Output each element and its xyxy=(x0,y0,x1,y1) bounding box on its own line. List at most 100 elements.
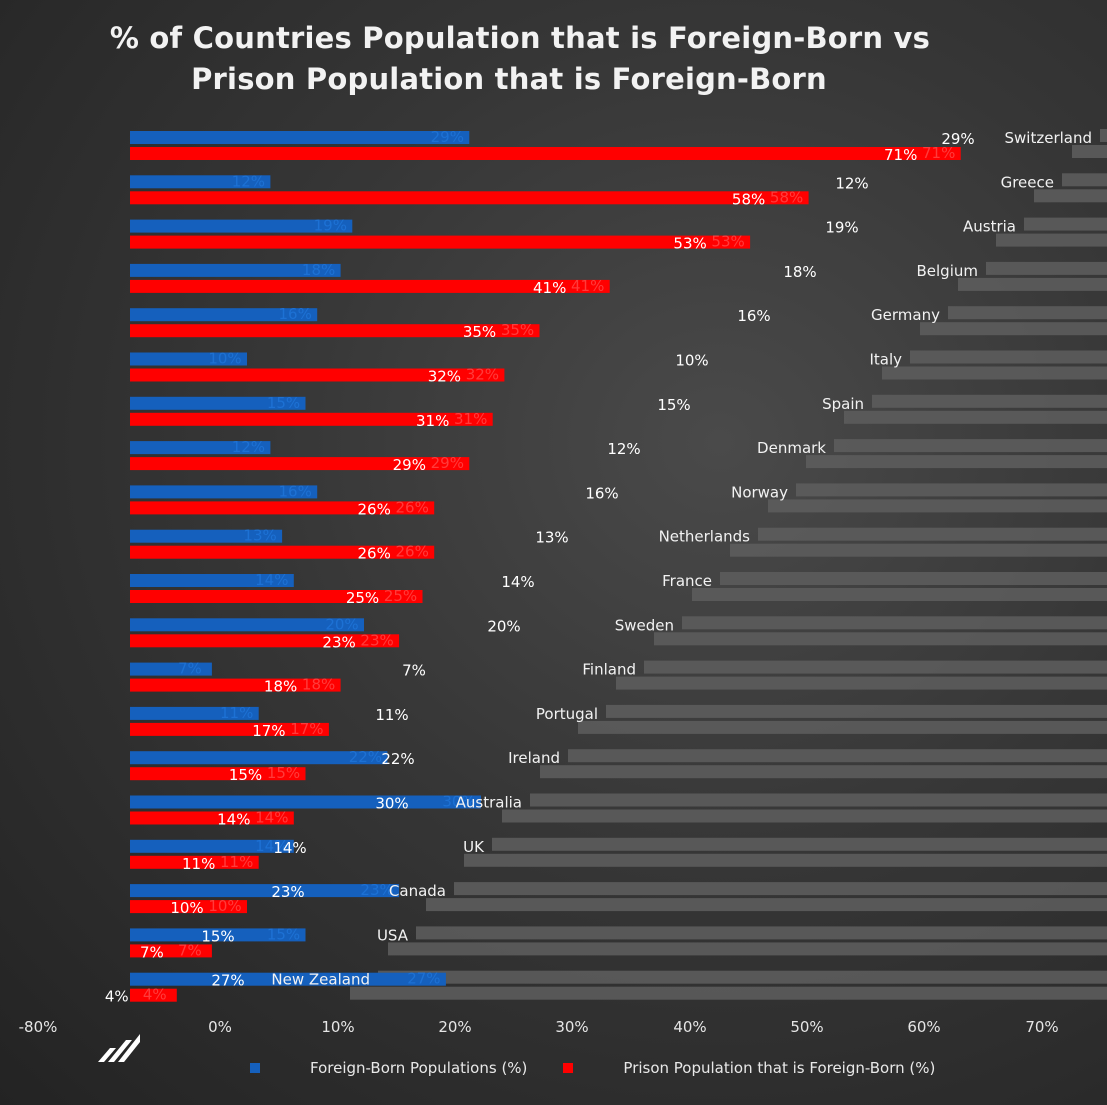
bar-pr-finland xyxy=(130,678,341,692)
shadow-bar-pr-portugal xyxy=(578,720,1107,734)
data-label-fb-portugal: 11% xyxy=(375,706,408,724)
category-label-norway: Norway xyxy=(731,483,788,501)
data-label-fb-switzerland: 29% xyxy=(941,130,974,148)
bar-label-fb-switzerland: 29% xyxy=(431,128,464,146)
shadow-bar-fb-uk xyxy=(492,837,1107,851)
shadow-bar-fb-australia xyxy=(530,793,1107,807)
bar-pr-spain xyxy=(130,412,493,426)
bar-pr-italy xyxy=(130,368,505,382)
bar-fb-new-zealand xyxy=(130,972,446,986)
shadow-bar-fb-new-zealand xyxy=(378,970,1107,984)
data-label-fb-belgium: 18% xyxy=(783,263,816,281)
data-label-pr-italy: 32% xyxy=(428,368,461,386)
bar-label-pr-usa: 7% xyxy=(178,941,202,959)
category-label-netherlands: Netherlands xyxy=(659,528,751,546)
data-label-fb-austria: 19% xyxy=(825,219,858,237)
bar-fb-uk xyxy=(130,839,294,853)
data-label-pr-finland: 18% xyxy=(264,678,297,696)
shadow-bar-fb-germany xyxy=(948,306,1107,320)
data-label-pr-denmark: 29% xyxy=(393,456,426,474)
bar-label-pr-austria: 53% xyxy=(711,233,744,251)
data-label-pr-greece: 58% xyxy=(732,190,765,208)
x-tick-label-1: 0% xyxy=(208,1018,232,1036)
bar-fb-usa xyxy=(130,928,306,942)
x-tick-label-3: 20% xyxy=(438,1018,471,1036)
category-label-finland: Finland xyxy=(582,661,636,679)
data-label-fb-netherlands: 13% xyxy=(535,529,568,547)
bar-label-fb-portugal: 11% xyxy=(220,704,253,722)
data-label-fb-italy: 10% xyxy=(675,352,708,370)
shadow-bar-fb-netherlands xyxy=(758,527,1107,541)
bar-fb-denmark xyxy=(130,441,271,455)
title-line-1: % of Countries Population that is Foreig… xyxy=(109,21,931,55)
bar-fb-switzerland xyxy=(130,131,470,144)
category-label-new-zealand: New Zealand xyxy=(271,971,370,989)
bar-pr-france xyxy=(130,590,423,603)
bar-label-fb-norway: 16% xyxy=(279,482,312,500)
shadow-bar-pr-norway xyxy=(768,499,1107,513)
shadow-bar-fb-canada xyxy=(454,882,1107,896)
legend-label-prison: Prison Population that is Foreign-Born (… xyxy=(623,1059,936,1077)
bar-label-pr-sweden: 23% xyxy=(360,631,393,649)
data-label-fb-france: 14% xyxy=(501,573,534,591)
bar-pr-austria xyxy=(130,235,751,249)
bar-fb-canada xyxy=(130,884,400,898)
legend: Foreign-Born Populations (%) Prison Popu… xyxy=(250,1056,971,1080)
data-label-fb-spain: 15% xyxy=(657,396,690,414)
category-label-sweden: Sweden xyxy=(615,616,674,634)
bar-pr-canada xyxy=(130,900,247,914)
bar-label-fb-austria: 19% xyxy=(314,217,347,235)
data-label-fb-sweden: 20% xyxy=(487,617,520,635)
shadow-bar-fb-belgium xyxy=(986,261,1107,275)
x-tick-label-2: 10% xyxy=(321,1018,354,1036)
bar-fb-portugal xyxy=(130,706,259,720)
bar-pr-usa xyxy=(130,944,212,958)
data-label-pr-canada: 10% xyxy=(170,899,203,917)
logo xyxy=(96,1030,142,1068)
legend-label-foreign-born: Foreign-Born Populations (%) xyxy=(310,1059,528,1077)
bar-fb-sweden xyxy=(130,618,364,632)
bar-label-pr-france: 25% xyxy=(384,587,417,605)
category-label-france: France xyxy=(662,572,712,590)
legend-swatch-prison xyxy=(563,1063,574,1073)
shadow-bar-fb-greece xyxy=(1062,173,1107,187)
data-label-fb-usa: 15% xyxy=(201,927,234,945)
data-label-pr-australia: 14% xyxy=(217,811,250,829)
data-label-pr-new-zealand: 4% xyxy=(105,988,129,1006)
bar-label-pr-norway: 26% xyxy=(396,498,429,516)
bar-label-fb-australia: 30% xyxy=(442,793,475,811)
shadow-bar-pr-usa xyxy=(388,942,1107,956)
shadow-bar-pr-italy xyxy=(882,366,1107,380)
bar-pr-ireland xyxy=(130,767,306,781)
bar-label-fb-greece: 12% xyxy=(232,172,265,190)
shadow-bar-pr-spain xyxy=(844,410,1107,424)
bar-label-pr-uk: 11% xyxy=(220,853,253,871)
shadow-bar-fb-norway xyxy=(796,483,1107,497)
shadow-bar-pr-germany xyxy=(920,322,1107,336)
bar-label-fb-ireland: 22% xyxy=(349,748,382,766)
data-label-fb-greece: 12% xyxy=(835,174,868,192)
data-label-pr-sweden: 23% xyxy=(322,633,355,651)
bar-label-pr-new-zealand: 4% xyxy=(143,986,167,1004)
bar-label-fb-italy: 10% xyxy=(208,350,241,368)
bar-pr-netherlands xyxy=(130,545,435,559)
bar-label-fb-france: 14% xyxy=(255,571,288,589)
shadow-bar-fb-austria xyxy=(1024,217,1107,231)
legend-item-prison: Prison Population that is Foreign-Born (… xyxy=(563,1059,935,1077)
category-label-denmark: Denmark xyxy=(757,439,826,457)
category-label-germany: Germany xyxy=(871,306,940,324)
category-label-australia: Australia xyxy=(456,794,522,812)
data-label-pr-ireland: 15% xyxy=(229,766,262,784)
bar-fb-australia xyxy=(130,795,481,809)
bar-label-pr-belgium: 41% xyxy=(571,277,604,295)
bar-pr-belgium xyxy=(130,279,610,293)
bar-label-fb-belgium: 18% xyxy=(302,261,335,279)
bar-pr-denmark xyxy=(130,457,470,471)
bar-pr-sweden xyxy=(130,634,400,648)
bar-label-pr-australia: 14% xyxy=(255,809,288,827)
bar-fb-germany xyxy=(130,308,318,322)
data-label-pr-austria: 53% xyxy=(673,235,706,253)
bar-pr-greece xyxy=(130,191,809,205)
bar-pr-portugal xyxy=(130,722,329,736)
bar-label-pr-ireland: 15% xyxy=(267,764,300,782)
